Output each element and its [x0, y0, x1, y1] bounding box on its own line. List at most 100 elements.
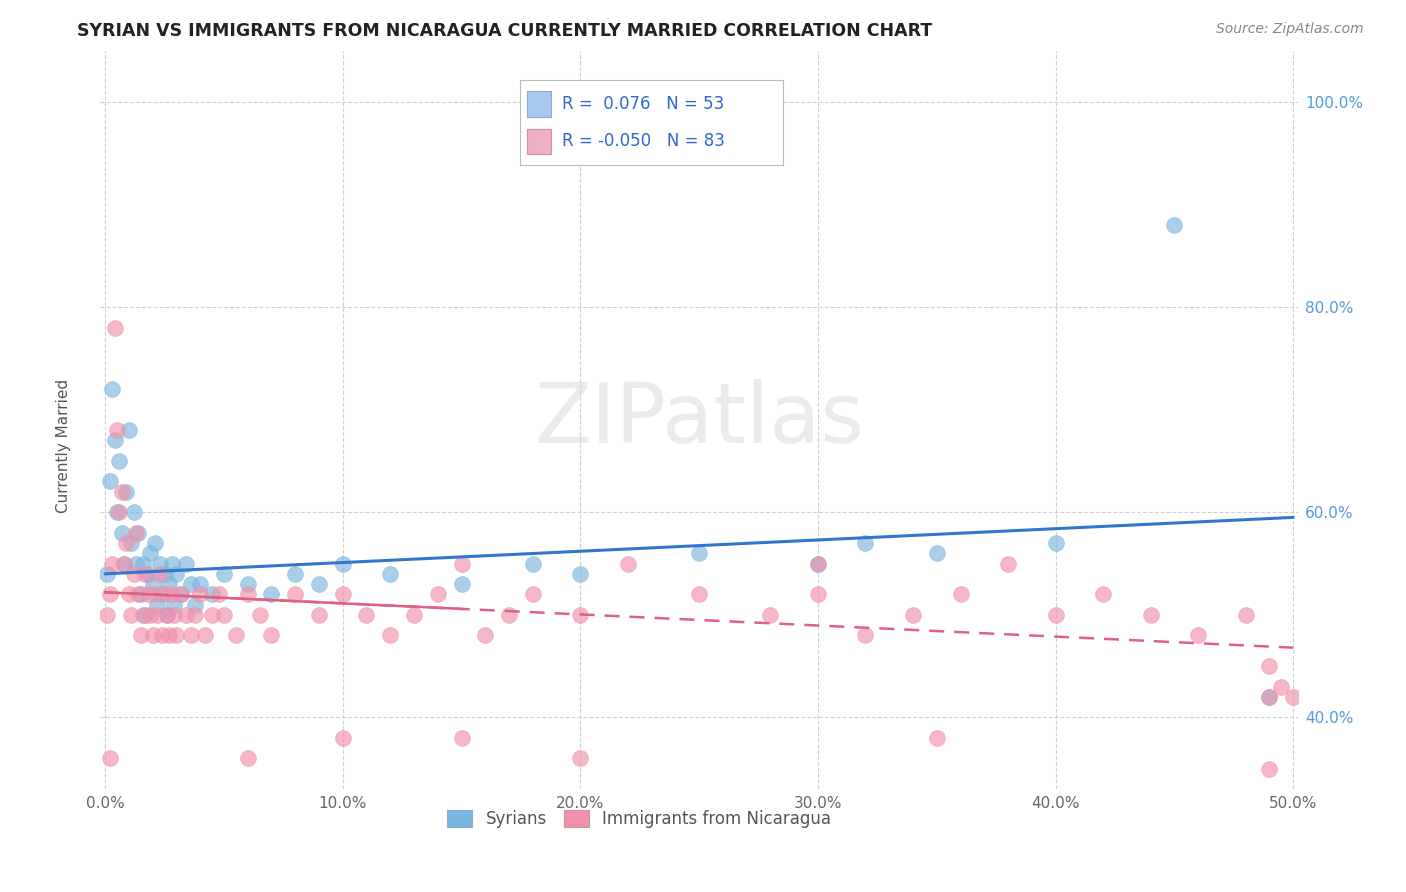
- Point: [165, 566, 187, 581]
- Point: [308, 607, 330, 622]
- Point: [308, 577, 330, 591]
- Point: [160, 587, 183, 601]
- Point: [1045, 607, 1067, 622]
- Point: [98, 751, 121, 765]
- Point: [522, 587, 544, 601]
- Point: [111, 525, 134, 540]
- Point: [474, 628, 496, 642]
- Point: [174, 607, 197, 622]
- Point: [901, 607, 924, 622]
- Point: [96, 566, 118, 581]
- Point: [112, 557, 135, 571]
- Point: [104, 434, 127, 448]
- Point: [212, 566, 235, 581]
- Point: [1282, 690, 1305, 704]
- Point: [139, 546, 162, 560]
- Point: [688, 546, 710, 560]
- Point: [855, 628, 877, 642]
- Point: [174, 557, 197, 571]
- Point: [157, 628, 180, 642]
- Point: [1258, 659, 1281, 673]
- Point: [122, 566, 145, 581]
- Point: [112, 557, 135, 571]
- Point: [1092, 587, 1115, 601]
- Point: [380, 628, 402, 642]
- Point: [118, 587, 141, 601]
- Point: [569, 607, 592, 622]
- Point: [136, 566, 159, 581]
- Point: [1258, 762, 1281, 776]
- Point: [188, 587, 211, 601]
- Point: [98, 587, 121, 601]
- Point: [1163, 218, 1185, 232]
- Point: [146, 598, 169, 612]
- Point: [1045, 536, 1067, 550]
- Point: [260, 587, 283, 601]
- Point: [1234, 607, 1257, 622]
- Point: [1139, 607, 1161, 622]
- Point: [807, 587, 830, 601]
- Point: [153, 587, 176, 601]
- Point: [142, 577, 165, 591]
- Point: [925, 546, 948, 560]
- Point: [108, 505, 131, 519]
- Point: [136, 587, 159, 601]
- Point: [132, 607, 155, 622]
- Point: [201, 607, 224, 622]
- Point: [184, 598, 207, 612]
- Point: [569, 751, 592, 765]
- Legend: Syrians, Immigrants from Nicaragua: Syrians, Immigrants from Nicaragua: [439, 801, 839, 837]
- Point: [284, 566, 307, 581]
- Point: [163, 607, 186, 622]
- Point: [855, 536, 877, 550]
- Point: [134, 607, 156, 622]
- Point: [156, 607, 179, 622]
- Point: [236, 751, 259, 765]
- Point: [143, 587, 166, 601]
- Point: [160, 557, 183, 571]
- Point: [132, 557, 155, 571]
- Point: [997, 557, 1019, 571]
- Point: [149, 557, 172, 571]
- Point: [1270, 680, 1292, 694]
- Point: [1258, 690, 1281, 704]
- Point: [150, 628, 173, 642]
- Point: [332, 587, 354, 601]
- Point: [284, 587, 307, 601]
- Point: [236, 587, 259, 601]
- Point: [156, 607, 179, 622]
- Point: [807, 557, 830, 571]
- Point: [142, 628, 165, 642]
- Point: [122, 505, 145, 519]
- Point: [120, 536, 142, 550]
- Point: [108, 454, 131, 468]
- Point: [118, 423, 141, 437]
- Point: [134, 566, 156, 581]
- Point: [146, 607, 169, 622]
- Point: [759, 607, 782, 622]
- Point: [332, 731, 354, 745]
- Point: [249, 607, 271, 622]
- Point: [150, 587, 173, 601]
- Point: [96, 607, 118, 622]
- Point: [212, 607, 235, 622]
- Point: [105, 505, 128, 519]
- Point: [426, 587, 449, 601]
- Point: [125, 525, 148, 540]
- Point: [925, 731, 948, 745]
- Point: [157, 577, 180, 591]
- Point: [688, 587, 710, 601]
- Point: [105, 423, 128, 437]
- Point: [522, 557, 544, 571]
- Point: [1258, 690, 1281, 704]
- Point: [180, 628, 202, 642]
- Point: [208, 587, 231, 601]
- Point: [101, 792, 124, 806]
- Point: [129, 587, 152, 601]
- Point: [1187, 628, 1209, 642]
- Point: [332, 557, 354, 571]
- Point: [450, 577, 472, 591]
- Point: [129, 628, 152, 642]
- Point: [125, 557, 148, 571]
- Point: [170, 587, 193, 601]
